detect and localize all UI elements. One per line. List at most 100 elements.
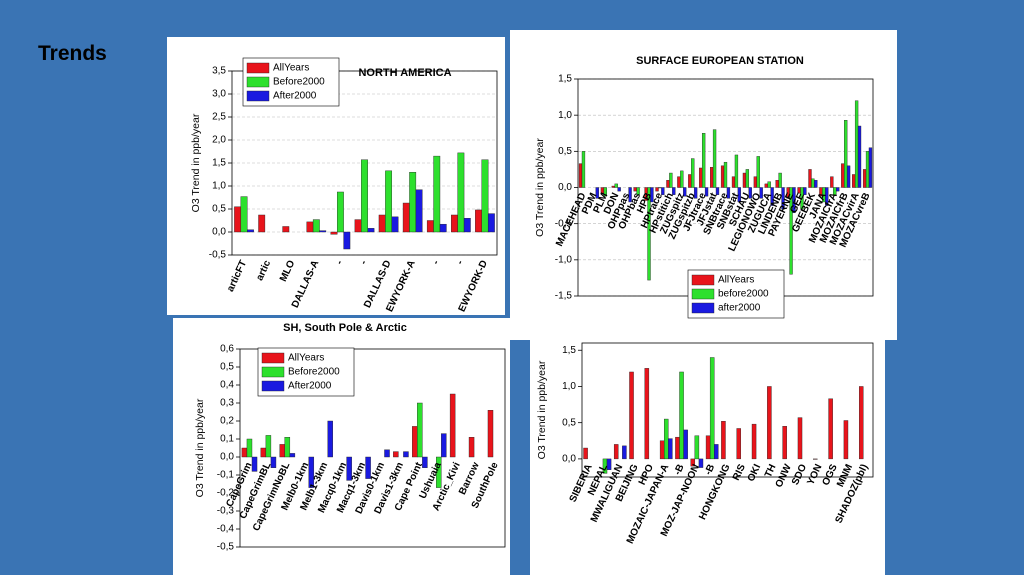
bar	[282, 226, 290, 233]
plot-frame	[581, 342, 874, 478]
bar	[241, 447, 248, 458]
bar	[789, 187, 793, 275]
bar	[436, 456, 442, 488]
bar	[828, 398, 833, 460]
y-tick-label: 1,5	[212, 158, 226, 169]
bar	[346, 456, 352, 481]
legend-label: After2000	[273, 91, 317, 102]
bar	[603, 187, 607, 197]
bar	[675, 436, 680, 460]
y-axis-label: O3 Trend in ppb/year	[536, 360, 548, 459]
y-tick-label: 0,1	[220, 434, 234, 445]
bar	[270, 456, 277, 469]
bar	[265, 435, 272, 458]
bar	[384, 449, 390, 458]
bar	[830, 176, 834, 188]
bar	[412, 426, 418, 458]
plot-frame	[231, 70, 498, 256]
legend-label: AllYears	[288, 353, 324, 364]
y-tick-label: -0,5	[217, 542, 235, 553]
y-tick-label: 1,0	[562, 381, 576, 392]
bar	[247, 229, 254, 233]
bar	[677, 176, 681, 188]
chart-title: SH, South Pole & Arctic	[283, 322, 407, 334]
bar	[709, 357, 715, 460]
chart-title: NORTH AMERICA	[358, 67, 451, 79]
bar	[655, 187, 659, 192]
bar	[354, 219, 362, 233]
y-axis-label: O3 Trend in ppb/year	[534, 138, 546, 237]
bar	[756, 156, 760, 188]
y-tick-label: 0,0	[212, 227, 226, 238]
y-tick-label: 0,5	[212, 204, 226, 215]
bar	[808, 169, 812, 188]
bar	[661, 187, 665, 195]
chart-title: SURFACE EUROPEAN STATION	[636, 55, 804, 67]
bar	[792, 187, 796, 214]
y-tick-label: 0,5	[562, 417, 576, 428]
legend-swatch	[261, 366, 285, 378]
bar	[811, 178, 815, 188]
y-tick-label: 0,5	[558, 146, 572, 157]
bar	[611, 185, 615, 188]
legend-swatch	[246, 62, 270, 74]
bar	[704, 187, 709, 197]
bar	[803, 187, 807, 195]
bar	[814, 180, 818, 188]
bar	[409, 171, 417, 233]
bar	[487, 213, 495, 233]
bar	[306, 221, 314, 233]
bar	[742, 172, 747, 188]
y-tick-label: 0,0	[558, 182, 572, 193]
bar	[578, 163, 583, 188]
bar	[767, 181, 771, 188]
bar	[723, 161, 728, 188]
x-tick-label: -B	[703, 463, 717, 477]
bar	[698, 458, 704, 468]
y-tick-label: 3,5	[212, 66, 226, 77]
bar	[759, 187, 763, 199]
y-tick-label: -0,1	[217, 470, 235, 481]
bar	[694, 435, 700, 460]
legend-swatch	[691, 274, 715, 286]
bar	[581, 151, 586, 188]
bar	[720, 165, 725, 188]
bar	[367, 228, 375, 233]
bar	[672, 187, 676, 195]
bar	[417, 402, 423, 458]
bar	[699, 167, 703, 188]
bar	[726, 187, 731, 199]
y-tick-label: -0,5	[555, 218, 573, 229]
bar	[319, 230, 327, 233]
bar	[843, 420, 849, 460]
bar	[644, 368, 650, 460]
y-tick-label: 3,0	[212, 89, 226, 100]
bar	[260, 447, 267, 458]
bar	[782, 426, 787, 460]
bar	[705, 435, 711, 460]
bar	[770, 187, 774, 206]
x-tick-label: -	[334, 259, 345, 267]
bar	[426, 220, 434, 233]
bar	[439, 223, 447, 233]
y-tick-label: 2,0	[212, 135, 226, 146]
y-tick-label: 0,6	[220, 344, 234, 355]
y-tick-label: 2,5	[212, 112, 226, 123]
bar	[251, 456, 258, 472]
bar	[650, 187, 654, 203]
bar	[691, 158, 695, 188]
bar	[764, 183, 768, 188]
bar	[327, 420, 333, 458]
bar	[683, 187, 687, 197]
y-axis-label: O3 Trend in ppb/year	[190, 113, 202, 212]
bar	[865, 151, 870, 188]
legend-label: after2000	[718, 303, 761, 314]
bar	[289, 453, 296, 458]
bar	[391, 216, 399, 233]
bar	[613, 444, 619, 460]
bar	[737, 187, 741, 203]
bar	[745, 169, 750, 188]
bar	[402, 202, 410, 233]
y-tick-label: 0,5	[220, 362, 234, 373]
